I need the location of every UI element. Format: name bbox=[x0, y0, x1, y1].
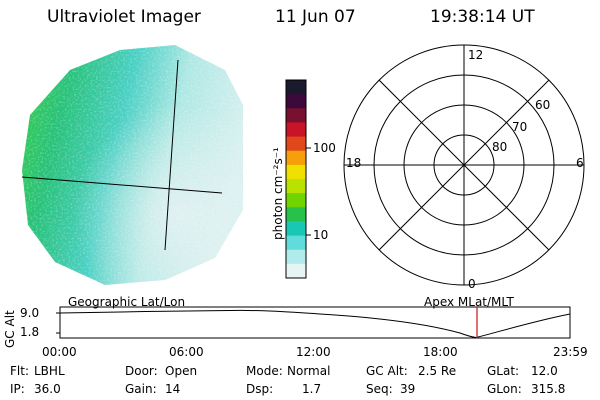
colorbar-segment bbox=[286, 235, 306, 251]
colorbar-segment bbox=[286, 150, 306, 166]
image-date: 11 Jun 07 bbox=[275, 7, 356, 27]
timeline-axis-label: GC Alt bbox=[3, 310, 17, 348]
colorbar-segment bbox=[286, 108, 306, 123]
glat-value: 12.0 bbox=[531, 364, 558, 378]
mlat-label-60: 60 bbox=[535, 98, 551, 112]
meridian-line bbox=[164, 59, 179, 251]
mlt-label-18: 18 bbox=[346, 156, 362, 170]
door-value: Open bbox=[165, 364, 198, 378]
glon-label: GLon: bbox=[487, 382, 522, 396]
colorbar-segment bbox=[286, 80, 306, 95]
equator-line bbox=[21, 176, 223, 194]
mlt-label-12: 12 bbox=[468, 48, 484, 62]
filter-label: Flt: bbox=[10, 364, 29, 378]
ip-label: IP: bbox=[10, 382, 25, 396]
filter-value: LBHL bbox=[34, 364, 65, 378]
mode-label: Mode: bbox=[246, 364, 283, 378]
timeline-left-caption: Geographic Lat/Lon bbox=[68, 295, 186, 309]
mode-value: Normal bbox=[287, 364, 331, 378]
colorbar-segment bbox=[286, 193, 306, 208]
mlat-label-80: 80 bbox=[492, 140, 508, 154]
mlt-label-6: 6 bbox=[576, 156, 584, 170]
colorbar-segment bbox=[286, 136, 306, 152]
colorbar-segment bbox=[286, 164, 306, 180]
timeline-xtick-0600: 06:00 bbox=[169, 345, 204, 359]
dsp-label: Dsp: bbox=[246, 382, 274, 396]
earth-disk bbox=[22, 45, 243, 285]
altitude-curve bbox=[59, 309, 571, 339]
timeline-xtick-1800: 18:00 bbox=[423, 345, 458, 359]
colorbar-unit-label: photon cm⁻²s⁻¹ bbox=[271, 147, 285, 240]
timeline-ytick-1-8: 1.8 bbox=[20, 325, 40, 339]
glon-value: 315.8 bbox=[531, 382, 566, 396]
colorbar-segment bbox=[286, 122, 306, 138]
seq-value: 39 bbox=[400, 382, 416, 396]
timeline-xtick-1200: 12:00 bbox=[296, 345, 331, 359]
dsp-value: 1.7 bbox=[302, 382, 322, 396]
mlat-label-70: 70 bbox=[512, 120, 528, 134]
instrument-title: Ultraviolet Imager bbox=[47, 7, 201, 27]
glat-label: GLat: bbox=[487, 364, 520, 378]
image-time: 19:38:14 UT bbox=[430, 7, 535, 27]
timeline-ytick-9: 9.0 bbox=[20, 306, 40, 320]
gc-alt-label: GC Alt: bbox=[366, 364, 408, 378]
gain-label: Gain: bbox=[125, 382, 157, 396]
colorbar-tick-10: 10 bbox=[313, 228, 329, 242]
colorbar-segment bbox=[286, 207, 306, 222]
colorbar-segment bbox=[286, 221, 306, 237]
ip-value: 36.0 bbox=[34, 382, 61, 396]
timeline-xtick-2359: 23:59 bbox=[553, 345, 588, 359]
timeline-xtick-0000: 00:00 bbox=[42, 345, 77, 359]
gain-value: 14 bbox=[165, 382, 181, 396]
colorbar-tick-100: 100 bbox=[313, 141, 336, 155]
mlt-label-0: 0 bbox=[468, 277, 476, 291]
colorbar-segment bbox=[286, 263, 306, 279]
seq-label: Seq: bbox=[366, 382, 393, 396]
colorbar-segment bbox=[286, 249, 306, 265]
gc-alt-value: 2.5 Re bbox=[418, 364, 457, 378]
door-label: Door: bbox=[125, 364, 158, 378]
timeline-right-caption: Apex MLat/MLT bbox=[424, 295, 514, 309]
colorbar-segment bbox=[286, 179, 306, 194]
colorbar-segment bbox=[286, 94, 306, 109]
